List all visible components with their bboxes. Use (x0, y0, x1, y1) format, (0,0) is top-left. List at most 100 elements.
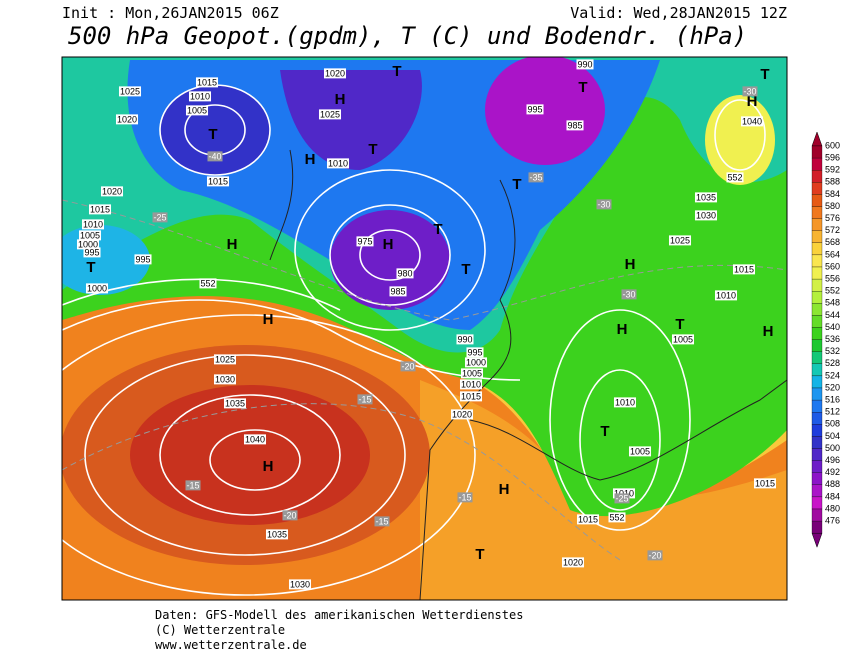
colorbar-label: 476 (825, 515, 840, 525)
label-box (213, 374, 237, 385)
pressure-center: H (335, 91, 346, 108)
colorbar-swatch (811, 351, 823, 364)
colorbar-arrow-top (811, 131, 823, 147)
label-box (740, 116, 764, 127)
label-box (628, 446, 652, 457)
colorbar-swatch (811, 218, 823, 231)
colorbar-label: 532 (825, 346, 840, 356)
colorbar-swatch (811, 182, 823, 195)
init-time: Init : Mon,26JAN2015 06Z (62, 4, 279, 22)
label-box (576, 59, 594, 70)
map-label: 1015 (208, 176, 228, 186)
pressure-center: T (760, 66, 769, 83)
valid-time: Valid: Wed,28JAN2015 12Z (570, 4, 787, 22)
label-box (464, 357, 488, 368)
colorbar-swatch (811, 460, 823, 473)
label-box (450, 409, 474, 420)
label-box (134, 254, 152, 265)
map-label: -15 (186, 480, 199, 490)
colorbar-label: 596 (825, 152, 840, 162)
label-box (389, 286, 407, 297)
colorbar-label: 500 (825, 443, 840, 453)
label-box (396, 268, 414, 279)
map-label: 1030 (290, 579, 310, 589)
pressure-center: T (86, 259, 95, 276)
label-box (460, 368, 484, 379)
colorbar-label: 580 (825, 201, 840, 211)
label-box (356, 236, 374, 247)
label-box (318, 109, 342, 120)
pressure-center: H (625, 256, 636, 273)
label-box (88, 204, 112, 215)
map-label: 1000 (466, 357, 486, 367)
colorbar-swatch (811, 327, 823, 340)
pressure-center: T (368, 141, 377, 158)
pressure-center: T (475, 546, 484, 563)
map-field (62, 57, 787, 600)
pressure-center: H (383, 236, 394, 253)
pressure-center: H (263, 311, 274, 328)
map-label: 1015 (755, 478, 775, 488)
map-label: 1035 (696, 192, 716, 202)
map-label: -40 (208, 151, 221, 161)
map-label: 1040 (245, 434, 265, 444)
map-label: 1010 (190, 91, 210, 101)
colorbar-label: 548 (825, 298, 840, 308)
colorbar-swatch (811, 363, 823, 377)
colorbar-label: 528 (825, 358, 840, 368)
map-label: 1025 (320, 109, 340, 119)
label-box (374, 516, 390, 527)
map-label: 1005 (462, 368, 482, 378)
map-label: 1030 (696, 210, 716, 220)
colorbar-label: 512 (825, 407, 840, 417)
map-title: 500 hPa Geopot.(gpdm), T (C) und Bodendr… (68, 22, 747, 50)
map-label: 1025 (215, 354, 235, 364)
map-label: 552 (609, 512, 624, 522)
colorbar-label: 560 (825, 261, 840, 271)
map-label: 985 (567, 120, 582, 130)
colorbar-label: 524 (825, 370, 840, 380)
map-label: 990 (577, 59, 592, 69)
label-box (753, 478, 777, 489)
colorbar-label: 576 (825, 213, 840, 223)
map-label: 1000 (87, 283, 107, 293)
colorbar-label: 504 (825, 431, 840, 441)
colorbar-swatch (811, 399, 823, 413)
label-box (213, 354, 237, 365)
map-label: -30 (743, 86, 756, 96)
label-box (326, 158, 350, 169)
map-label: 1035 (267, 529, 287, 539)
pressure-center: T (600, 423, 609, 440)
map-label: 1020 (102, 186, 122, 196)
colorbar-swatch (811, 242, 823, 256)
label-box (726, 172, 744, 183)
label-box (456, 334, 474, 345)
map-label: 985 (390, 286, 405, 296)
label-box (115, 114, 139, 125)
map-label: 1015 (90, 204, 110, 214)
colorbar-swatch (811, 194, 823, 207)
colorbar-swatch (811, 145, 823, 159)
map-label: 1010 (615, 397, 635, 407)
colorbar-swatch (811, 424, 823, 437)
map-label: 552 (200, 278, 215, 288)
map-label: 1005 (187, 105, 207, 115)
label-box (206, 176, 230, 187)
colorbar-label: 592 (825, 165, 840, 175)
map-label: -30 (597, 199, 610, 209)
label-box (78, 230, 102, 241)
colorbar-swatch (811, 339, 823, 352)
colorbar-label: 496 (825, 455, 840, 465)
label-box (118, 86, 142, 97)
map-label: 552 (727, 172, 742, 182)
label-box (459, 379, 483, 390)
colorbar-label: 584 (825, 189, 840, 199)
colorbar-label: 508 (825, 419, 840, 429)
map-label: -20 (648, 550, 661, 560)
colorbar-label: 516 (825, 394, 840, 404)
label-box (185, 105, 209, 116)
map-label: 1030 (215, 374, 235, 384)
label-box (223, 398, 247, 409)
map-label: -25 (615, 493, 628, 503)
